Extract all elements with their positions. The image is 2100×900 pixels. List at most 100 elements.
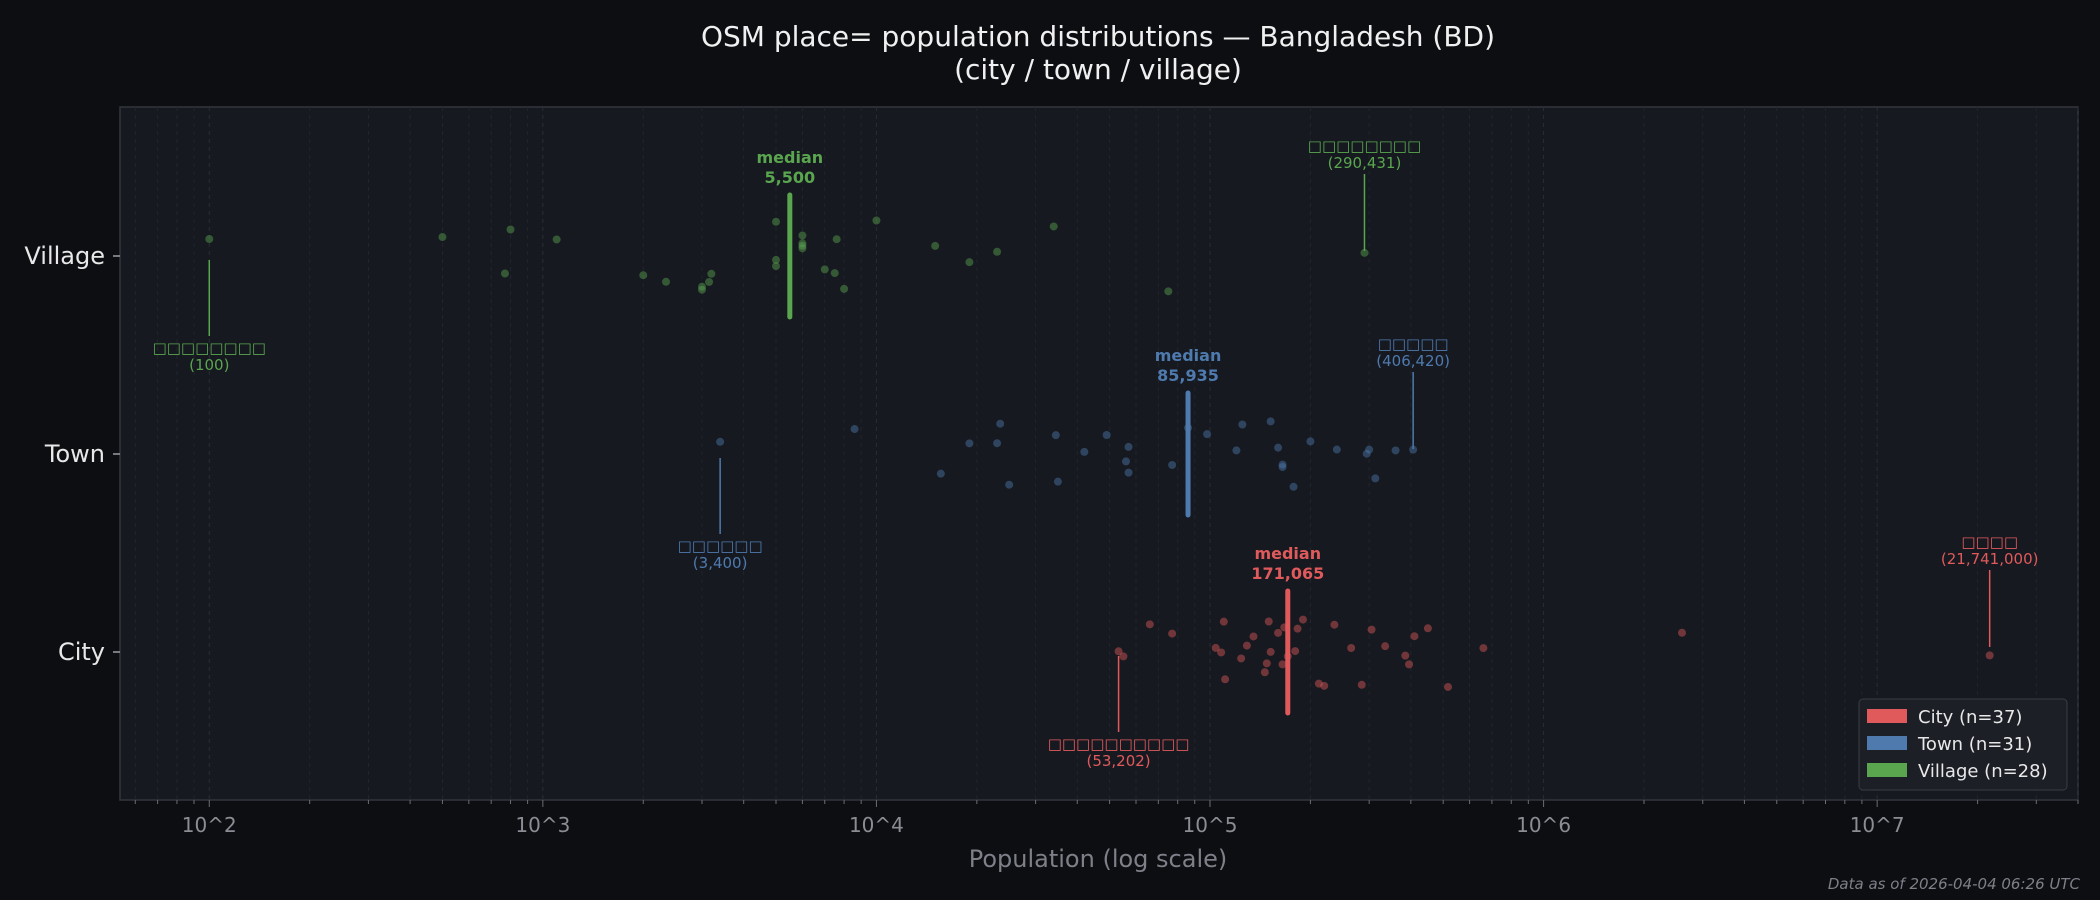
data-point [1278,460,1287,469]
data-point [1332,445,1341,454]
series-city [1114,615,1994,691]
x-tick-label: 10^3 [515,813,570,837]
min-place-value: (100) [189,356,229,374]
data-point [1274,443,1283,452]
legend-swatch-village [1867,763,1907,777]
data-point [1360,248,1369,257]
data-point [1124,442,1133,451]
data-point [1080,447,1089,456]
y-axis: Village Town City [24,242,120,666]
legend: City (n=37) Town (n=31) Village (n=28) [1858,698,2068,791]
data-point [1122,457,1131,466]
x-tick-label: 10^7 [1850,813,1905,837]
data-point [1314,679,1323,688]
median-value: 85,935 [1157,366,1219,385]
data-point [639,271,648,280]
median-label: median [756,148,823,167]
data-point [798,231,807,240]
data-point [840,284,849,293]
data-point [1357,680,1366,689]
data-point [1289,482,1298,491]
data-point [1410,632,1419,641]
data-point [1005,480,1014,489]
data-point [662,277,671,286]
legend-entry-city: City (n=37) [1918,707,2022,728]
data-point [506,225,515,234]
data-point [1479,644,1488,653]
data-point [1298,615,1307,624]
data-point [1391,446,1400,455]
min-place-name: □□□□□□□□□□ [1048,735,1190,753]
data-point [1221,675,1230,684]
data-point [772,262,781,271]
data-point [820,265,829,274]
data-point [872,216,881,225]
data-point [1238,420,1247,429]
x-tick-label: 10^2 [182,813,237,837]
data-point [1401,651,1410,660]
data-point [798,244,807,253]
grid-lines [134,107,2079,800]
data-point [1362,449,1371,458]
data-point [1266,647,1275,656]
data-point [1164,287,1173,296]
data-point [1051,431,1060,440]
median-value: 171,065 [1251,564,1324,583]
data-point [1291,647,1300,656]
data-point [1985,651,1994,660]
data-point [798,241,807,250]
data-point [1365,445,1374,454]
data-point [1203,430,1212,439]
data-point [1219,617,1228,626]
plot-area [119,106,2079,801]
chart-title: OSM place= population distributions — Ba… [701,20,1495,53]
data-point [1232,446,1241,455]
footer-timestamp: Data as of 2026-04-04 06:26 UTC [1828,875,2081,893]
data-point [936,469,945,478]
x-axis-label: Population (log scale) [969,845,1228,873]
data-point [965,258,974,267]
x-axis: 10^2 10^3 10^4 10^5 10^6 10^7 [134,800,2079,837]
y-tick-label-town: Town [44,440,105,468]
data-point [1237,654,1246,663]
data-point [1053,477,1062,486]
data-point [1409,445,1418,454]
legend-box [1858,698,2068,791]
data-point [1124,468,1133,477]
data-point [1367,625,1376,634]
data-point [552,235,561,244]
data-point [965,439,974,448]
max-place-name: □□□□□ [1378,335,1449,353]
data-point [830,269,839,278]
max-place-value: (290,431) [1328,154,1402,172]
legend-swatch-town [1867,736,1907,750]
data-point [772,255,781,264]
min-place-name: □□□□□□□□ [153,339,266,357]
median-value: 5,500 [765,168,816,187]
data-point [1320,681,1329,690]
data-point [1274,628,1283,637]
data-point [1264,617,1273,626]
data-point [832,235,841,244]
data-point [1242,641,1251,650]
data-point [698,285,707,294]
data-point [1260,668,1269,677]
data-point [1423,624,1432,633]
data-point [1371,474,1380,483]
legend-entry-village: Village (n=28) [1918,761,2048,782]
data-point [1381,642,1390,651]
data-point [772,217,781,226]
data-point [716,437,725,446]
data-point [996,419,1005,428]
data-point [1049,222,1058,231]
data-point [1347,643,1356,652]
data-point [798,239,807,248]
y-tick-label-village: Village [24,242,105,270]
data-point [438,233,447,242]
data-point [1114,647,1123,656]
series-town [716,417,1418,491]
data-point [850,425,859,434]
series-village [205,216,1369,296]
x-tick-label: 10^5 [1183,813,1238,837]
